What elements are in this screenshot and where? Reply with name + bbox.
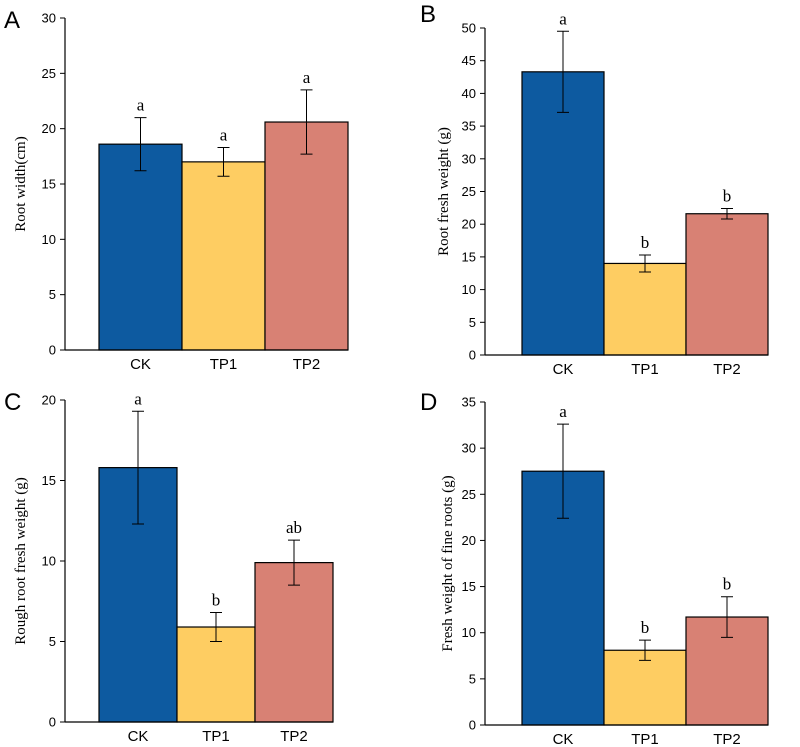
bar-a-tp2 [264,121,349,351]
significance-label-c-tp2: ab [286,518,302,537]
x-tick-label-a-tp2: TP2 [293,356,321,373]
bar-a-tp1 [181,161,266,351]
panel-letter-c: C [4,389,21,416]
bar-c-tp2 [254,562,334,723]
x-tick-label-a-ck: CK [130,356,151,373]
error-bar-c-ck [132,410,144,525]
bar-b-tp2 [685,213,769,356]
significance-label-a-ck: a [137,96,145,115]
significance-label-b-tp2: b [723,187,732,206]
y-tick-label-c-5: 5 [49,634,56,649]
x-tick-label-d-tp1: TP1 [631,731,659,747]
y-tick-label-b-5: 5 [469,315,476,330]
chart-panel-b: B Root fresh weight (g) a CK b TP1 b TP2 0 5 10 15 2… [420,1,769,378]
y-tick-label-a-20: 20 [42,121,56,136]
bar-b-tp1 [603,262,687,356]
y-tick-label-a-0: 0 [49,343,56,358]
error-bar-a-tp2 [300,89,313,155]
error-bar-c-tp2 [288,539,300,586]
significance-label-b-ck: a [559,9,567,28]
panel-letter-b: B [420,1,436,28]
error-bar-b-ck [557,30,569,113]
significance-label-d-tp2: b [723,575,732,594]
significance-label-c-ck: a [134,389,142,408]
x-tick-label-a-tp1: TP1 [210,356,238,373]
y-tick-label-a-30: 30 [42,11,56,26]
y-tick-label-a-10: 10 [42,232,56,247]
x-tick-label-b-ck: CK [553,361,574,378]
y-tick-label-c-10: 10 [42,554,56,569]
y-tick-label-b-50: 50 [462,21,476,36]
y-tick-label-c-0: 0 [49,715,56,730]
y-tick-label-a-15: 15 [42,177,56,192]
error-bar-d-tp2 [721,596,733,638]
y-tick-label-a-5: 5 [49,287,56,302]
x-tick-label-c-ck: CK [128,728,149,745]
y-tick-label-b-35: 35 [462,119,476,134]
error-bar-b-tp1 [639,254,651,273]
x-tick-label-d-tp2: TP2 [713,731,741,747]
x-tick-label-b-tp1: TP1 [631,361,659,378]
chart-panel-d: D Fresh weight of fine roots (g) a CK b TP1 b T… [420,389,769,747]
y-tick-label-b-30: 30 [462,151,476,166]
y-tick-label-b-40: 40 [462,86,476,101]
significance-label-c-tp1: b [212,591,221,610]
x-tick-label-c-tp2: TP2 [280,728,308,745]
y-tick-label-b-10: 10 [462,282,476,297]
panel-letter-d: D [420,389,437,416]
y-tick-label-d-10: 10 [462,625,476,640]
y-tick-label-c-20: 20 [42,393,56,408]
significance-label-d-ck: a [559,402,567,421]
y-tick-label-d-35: 35 [462,395,476,410]
chart-panel-c: C Rough root fresh weight (g) a CK b TP1 ab TP2… [4,389,334,745]
y-tick-label-c-15: 15 [42,473,56,488]
y-tick-label-a-25: 25 [42,66,56,81]
y-tick-label-b-45: 45 [462,53,476,68]
significance-label-a-tp2: a [303,68,311,87]
error-bar-c-tp1 [210,612,222,642]
y-tick-label-d-5: 5 [469,671,476,686]
y-tick-label-d-30: 30 [462,441,476,456]
x-tick-label-d-ck: CK [553,731,574,747]
panel-letter-a: A [4,7,20,34]
bar-c-tp1 [176,626,256,723]
y-tick-label-d-15: 15 [462,579,476,594]
y-axis-label-b: Root fresh weight (g) [436,127,452,256]
y-axis-label-d: Fresh weight of fine roots (g) [440,475,456,651]
significance-label-d-tp1: b [641,618,650,637]
error-bar-b-tp2 [721,208,733,220]
error-bar-d-tp1 [639,639,651,661]
y-tick-label-d-25: 25 [462,487,476,502]
error-bar-a-ck [134,117,147,172]
bar-a-ck [98,143,183,351]
bar-b-ck [521,71,605,356]
x-tick-label-c-tp1: TP1 [202,728,230,745]
significance-label-a-tp1: a [220,125,228,144]
y-tick-label-b-25: 25 [462,184,476,199]
y-axis-label-a: Root width(cm) [13,136,29,231]
y-tick-label-b-0: 0 [469,348,476,363]
x-tick-label-b-tp2: TP2 [713,361,741,378]
y-tick-label-b-15: 15 [462,249,476,264]
y-tick-label-d-20: 20 [462,533,476,548]
y-tick-label-b-20: 20 [462,217,476,232]
error-bar-d-ck [557,423,569,519]
chart-panel-a: A Root width(cm) a CK a TP1 a TP2 0 5 10 15 20 25 30 [4,7,349,373]
bar-d-tp1 [603,649,687,726]
y-axis-label-c: Rough root fresh weight (g) [13,477,29,644]
significance-label-b-tp1: b [641,233,650,252]
error-bar-a-tp1 [217,146,230,177]
y-tick-label-d-0: 0 [469,718,476,733]
